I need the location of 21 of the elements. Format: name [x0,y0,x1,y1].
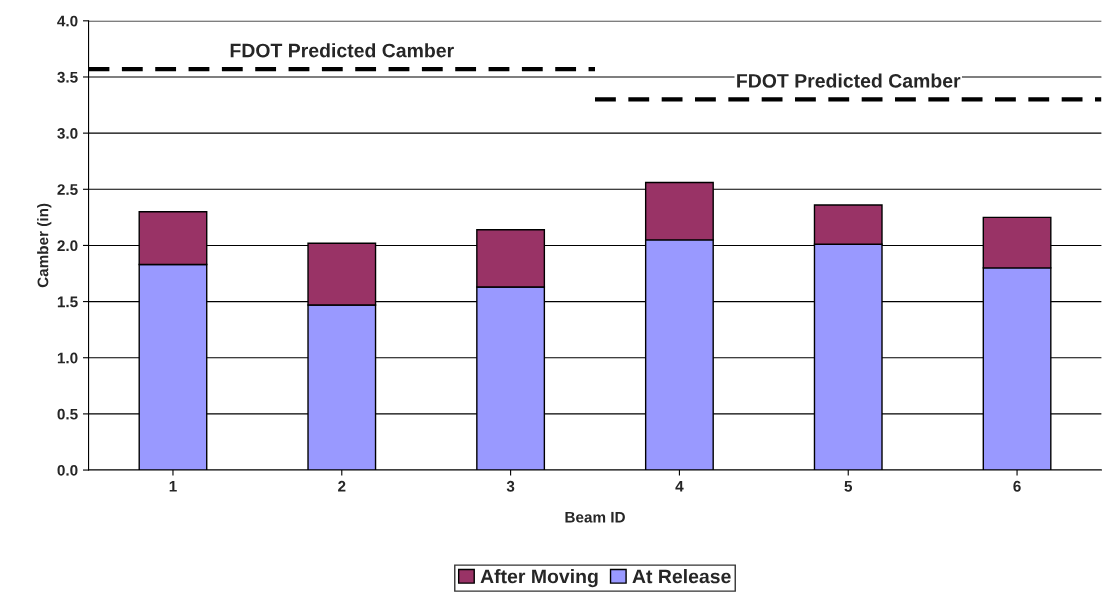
x-tick-label: 1 [169,481,177,492]
x-tick-label: 3 [506,480,515,492]
y-tick-label: 3.5 [57,71,78,83]
y-axis-title: Camber (in) [37,203,52,288]
y-tick-label: 4.0 [57,15,78,27]
y-tick-label: 1.5 [57,296,78,308]
legend-label: At Release [632,569,731,584]
y-tick-label: 1.0 [57,352,78,364]
y-tick-label: 2.5 [57,184,78,195]
legend-label: After Moving [480,569,598,588]
y-tick-label: 2.0 [57,240,78,252]
ref-line-label: FDOT Predicted Camber [230,43,454,58]
ref-line-label: FDOT Predicted Camber [737,73,961,88]
x-axis-title: Beam ID [565,511,625,523]
y-tick-label: 0.0 [57,464,78,476]
x-tick-label: 2 [338,480,346,492]
x-tick-label: 4 [675,481,684,492]
y-tick-label: 0.5 [57,408,78,420]
y-tick-label: 3.0 [57,128,78,139]
x-tick-label: 6 [1013,480,1021,492]
x-tick-label: 5 [844,481,853,492]
